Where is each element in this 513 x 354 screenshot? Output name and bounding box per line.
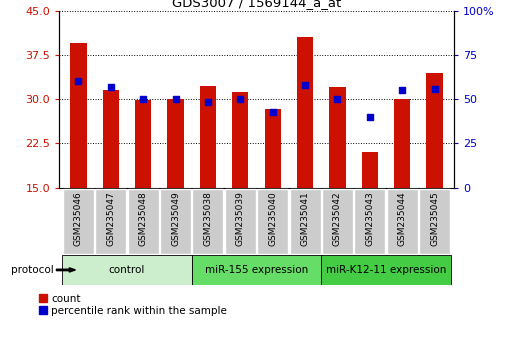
FancyBboxPatch shape <box>63 189 94 253</box>
FancyBboxPatch shape <box>322 189 353 253</box>
Point <box>301 82 309 88</box>
FancyBboxPatch shape <box>387 189 418 253</box>
Bar <box>135 100 151 188</box>
Bar <box>167 99 184 188</box>
Point <box>139 96 147 102</box>
Text: GSM235039: GSM235039 <box>236 191 245 246</box>
Point <box>236 96 244 102</box>
Text: GSM235046: GSM235046 <box>74 191 83 246</box>
Point <box>204 99 212 105</box>
Text: control: control <box>109 265 145 275</box>
Text: GSM235045: GSM235045 <box>430 191 439 246</box>
Text: protocol: protocol <box>11 265 54 275</box>
Point <box>107 84 115 90</box>
Text: GSM235049: GSM235049 <box>171 191 180 246</box>
Bar <box>70 43 87 188</box>
FancyBboxPatch shape <box>128 189 159 253</box>
Point <box>333 96 342 102</box>
Bar <box>103 90 119 188</box>
Point <box>74 78 83 83</box>
FancyBboxPatch shape <box>354 189 385 253</box>
Point <box>430 86 439 91</box>
FancyBboxPatch shape <box>95 189 126 253</box>
FancyBboxPatch shape <box>419 189 450 253</box>
Text: GSM235042: GSM235042 <box>333 191 342 246</box>
Point <box>366 114 374 120</box>
Text: GSM235044: GSM235044 <box>398 191 407 246</box>
Text: GSM235047: GSM235047 <box>106 191 115 246</box>
Bar <box>232 92 248 188</box>
Text: miR-K12-11 expression: miR-K12-11 expression <box>326 265 446 275</box>
Text: GSM235041: GSM235041 <box>301 191 309 246</box>
Bar <box>265 109 281 188</box>
Bar <box>200 86 216 188</box>
FancyBboxPatch shape <box>225 189 256 253</box>
Bar <box>297 37 313 188</box>
Bar <box>362 152 378 188</box>
FancyBboxPatch shape <box>257 189 288 253</box>
Point <box>171 96 180 102</box>
Text: GSM235043: GSM235043 <box>365 191 374 246</box>
Text: miR-155 expression: miR-155 expression <box>205 265 308 275</box>
Bar <box>426 73 443 188</box>
Text: GSM235038: GSM235038 <box>204 191 212 246</box>
FancyBboxPatch shape <box>289 189 321 253</box>
FancyBboxPatch shape <box>192 255 321 285</box>
Point <box>269 109 277 114</box>
Text: GSM235048: GSM235048 <box>139 191 148 246</box>
Point <box>398 87 406 93</box>
Text: GSM235040: GSM235040 <box>268 191 277 246</box>
FancyBboxPatch shape <box>321 255 451 285</box>
Bar <box>394 99 410 188</box>
FancyBboxPatch shape <box>160 189 191 253</box>
Bar <box>329 87 346 188</box>
Legend: count, percentile rank within the sample: count, percentile rank within the sample <box>38 294 227 316</box>
FancyBboxPatch shape <box>62 255 192 285</box>
Title: GDS3007 / 1569144_a_at: GDS3007 / 1569144_a_at <box>172 0 341 10</box>
FancyBboxPatch shape <box>192 189 224 253</box>
